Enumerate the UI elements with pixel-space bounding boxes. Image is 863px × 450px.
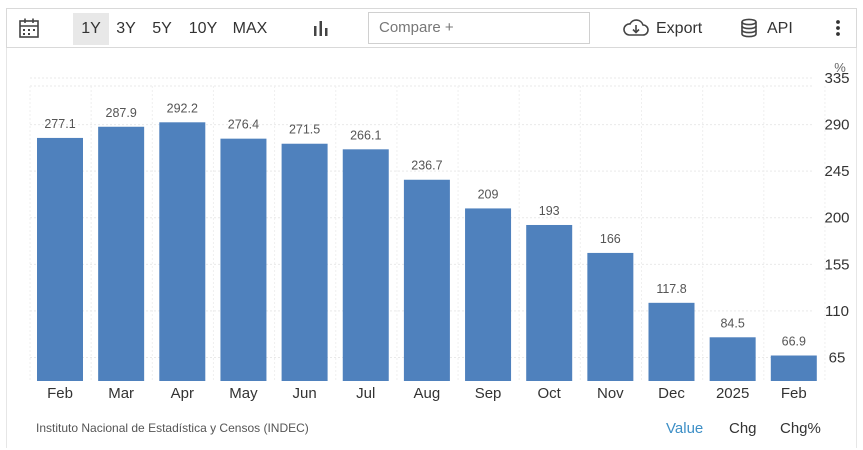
x-tick-label: Nov [597, 385, 624, 402]
bar-value-label: 193 [539, 204, 560, 218]
bar-value-label: 287.9 [106, 106, 137, 120]
value-mode-button[interactable]: Value [666, 420, 704, 437]
bar-value-label: 117.8 [656, 282, 686, 296]
x-tick-label: Jul [356, 385, 375, 402]
x-tick-label: 2025 [716, 385, 749, 402]
bar-chart-type-icon[interactable] [310, 17, 332, 39]
more-options-icon[interactable] [828, 17, 848, 39]
x-tick-label: May [229, 385, 258, 402]
x-tick-label: Feb [781, 385, 807, 402]
y-tick-label: 155 [824, 256, 849, 273]
calendar-icon[interactable] [18, 17, 40, 39]
y-tick-label: 290 [824, 117, 849, 134]
y-tick-label: 110 [825, 303, 849, 320]
x-tick-label: Feb [47, 385, 73, 402]
range-5y-button[interactable]: 5Y [152, 20, 172, 37]
bar-jun-4 [281, 143, 328, 381]
bar-value-label: 266.1 [350, 128, 381, 142]
database-icon[interactable] [738, 17, 760, 39]
bar-value-label: 166 [600, 232, 621, 246]
range-3y-button[interactable]: 3Y [116, 20, 136, 37]
chart-toolbar: 1Y 3Y 5Y 10Y MAX Compare + Export API [6, 8, 857, 48]
bar-aug-6 [403, 179, 450, 381]
bar-value-label: 209 [478, 187, 499, 201]
bar-value-label: 277.1 [44, 117, 75, 131]
x-tick-label: Aug [414, 385, 441, 402]
bar-feb-0 [37, 137, 83, 381]
export-button[interactable]: Export [656, 20, 703, 37]
bar-mar-1 [98, 126, 145, 382]
x-tick-label: Dec [658, 385, 685, 402]
bar-sep-7 [465, 208, 512, 381]
chg-percent-mode-button[interactable]: Chg% [780, 420, 821, 437]
range-1y-button[interactable]: 1Y [73, 13, 109, 45]
y-axis-unit-label: % [834, 60, 846, 75]
api-button[interactable]: API [767, 20, 793, 37]
x-tick-label: Apr [171, 385, 194, 402]
x-tick-label: Mar [108, 385, 134, 402]
bar-apr-2 [159, 122, 206, 381]
bar-value-label: 236.7 [411, 159, 442, 173]
x-tick-label: Oct [538, 385, 562, 402]
chart-frame [6, 48, 857, 448]
range-10y-button[interactable]: 10Y [188, 20, 218, 37]
bar-value-label: 271.5 [289, 123, 320, 137]
bar-2025-11 [709, 337, 756, 381]
bar-value-label: 276.4 [228, 118, 259, 132]
bar-dec-10 [648, 302, 695, 381]
range-max-button[interactable]: MAX [232, 20, 268, 37]
cloud-download-icon[interactable] [622, 17, 650, 39]
y-tick-label: 245 [824, 163, 849, 180]
y-tick-label: 65 [829, 349, 846, 366]
y-tick-label: 200 [824, 210, 849, 227]
bar-nov-9 [587, 252, 634, 381]
chg-mode-button[interactable]: Chg [729, 420, 757, 437]
y-tick-label: 335 [824, 70, 849, 87]
x-tick-label: Jun [293, 385, 317, 402]
bar-jul-5 [342, 149, 389, 381]
bar-value-label: 66.9 [782, 335, 806, 349]
bar-value-label: 84.5 [720, 316, 744, 330]
bar-oct-8 [526, 224, 573, 381]
source-note: Instituto Nacional de Estadística y Cens… [36, 421, 309, 435]
compare-input[interactable]: Compare + [368, 12, 590, 44]
bar-value-label: 292.2 [167, 101, 198, 115]
bar-feb-12 [770, 355, 817, 381]
x-tick-label: Sep [475, 385, 502, 402]
bar-may-3 [220, 138, 267, 381]
